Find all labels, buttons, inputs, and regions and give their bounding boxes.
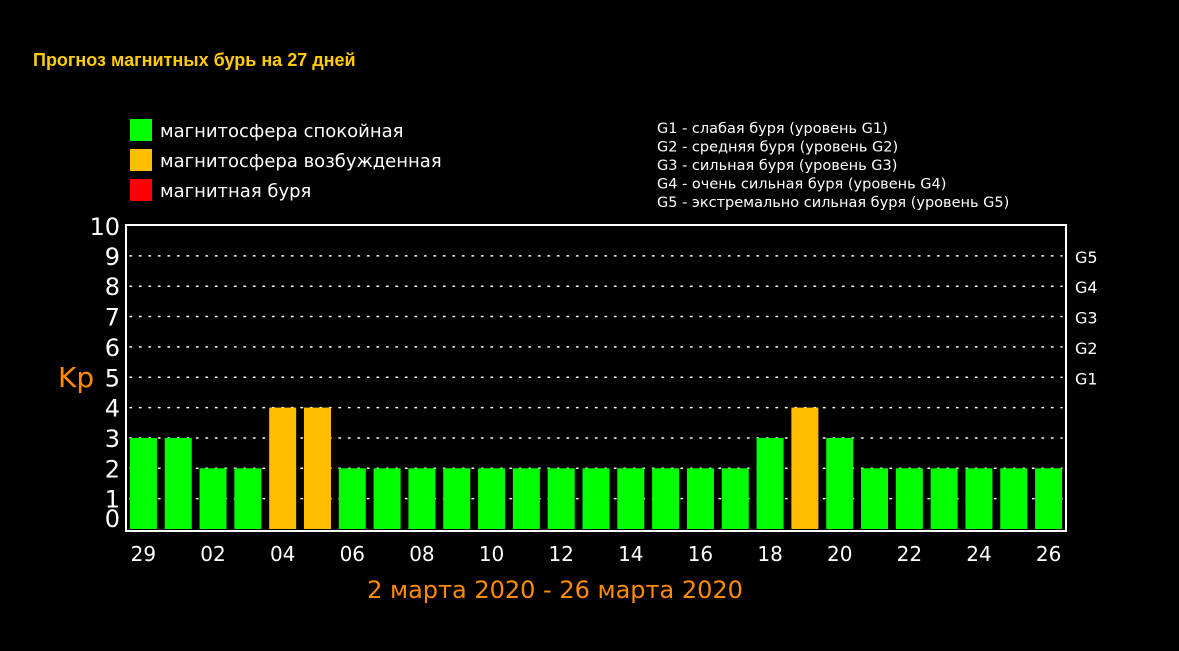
bar xyxy=(408,468,436,529)
bar xyxy=(303,407,331,529)
x-tick-label: 26 xyxy=(1036,542,1061,566)
x-tick-label: 18 xyxy=(757,542,782,566)
storm-legend-line: G4 - очень сильная буря (уровень G4) xyxy=(657,177,946,193)
bar xyxy=(652,468,680,529)
storm-legend-line: G5 - экстремально сильная буря (уровень … xyxy=(657,195,1009,211)
bar xyxy=(861,468,889,529)
bar xyxy=(478,468,506,529)
bar xyxy=(129,437,157,529)
x-tick-label: 02 xyxy=(200,542,225,566)
storm-level-label: G5 xyxy=(1075,248,1098,267)
x-tick-label: 14 xyxy=(618,542,643,566)
bar xyxy=(721,468,749,529)
plot-frame xyxy=(125,224,1067,532)
x-tick-label: 08 xyxy=(409,542,434,566)
chart-axes xyxy=(125,224,1067,532)
bar xyxy=(826,437,854,529)
y-tick-label: 1 xyxy=(105,486,120,514)
legend-label-storm: магнитная буря xyxy=(160,181,311,202)
x-tick-label: 10 xyxy=(479,542,504,566)
bar xyxy=(269,407,297,529)
x-tick-label: 12 xyxy=(548,542,573,566)
x-tick-labels: 29 02 04 06 08 10 12 14 16 18 20 22 24 26 xyxy=(131,542,1062,566)
storm-level-label: G4 xyxy=(1075,278,1098,297)
bar xyxy=(443,468,471,529)
bar xyxy=(512,468,540,529)
bar xyxy=(582,468,610,529)
storm-legend-line: G2 - средняя буря (уровень G2) xyxy=(657,140,898,156)
bar xyxy=(1000,468,1028,529)
bar xyxy=(965,468,993,529)
storm-legend-line: G1 - слабая буря (уровень G1) xyxy=(657,121,888,137)
bar xyxy=(373,468,401,529)
y-tick-label: 9 xyxy=(105,243,120,271)
storm-level-labels: G1 G2 G3 G4 G5 xyxy=(1075,248,1098,388)
legend-label-excited: магнитосфера возбужденная xyxy=(160,151,442,172)
bar xyxy=(756,437,784,529)
x-tick-label: 24 xyxy=(966,542,991,566)
legend-label-quiet: магнитосфера спокойная xyxy=(160,121,403,142)
y-tick-label: 7 xyxy=(105,304,120,332)
bar xyxy=(617,468,645,529)
bar xyxy=(199,468,227,529)
storm-level-label: G1 xyxy=(1075,369,1098,388)
y-tick-label: 5 xyxy=(105,364,120,392)
legend-swatch-storm xyxy=(130,179,152,201)
x-tick-label: 06 xyxy=(340,542,365,566)
x-tick-label: 29 xyxy=(131,542,156,566)
y-tick-label: 4 xyxy=(105,395,120,423)
y-tick-label: 2 xyxy=(105,455,120,483)
bar xyxy=(895,468,923,529)
storm-level-label: G2 xyxy=(1075,339,1098,358)
bar-series xyxy=(129,407,1063,529)
y-tick-label: 10 xyxy=(89,213,120,241)
page-title: Прогноз магнитных бурь на 27 дней xyxy=(33,50,356,70)
legend-swatch-excited xyxy=(130,149,152,171)
storm-level-label: G3 xyxy=(1075,309,1098,328)
y-tick-label: 8 xyxy=(105,273,120,301)
bar xyxy=(234,468,262,529)
bar xyxy=(686,468,714,529)
storm-legend-line: G3 - сильная буря (уровень G3) xyxy=(657,158,897,174)
bar xyxy=(338,468,366,529)
x-axis-label: 2 марта 2020 - 26 марта 2020 xyxy=(367,576,743,604)
y-tick-label: 6 xyxy=(105,334,120,362)
bar xyxy=(930,468,958,529)
y-tick-label: 3 xyxy=(105,425,120,453)
y-axis-label: Kp xyxy=(58,361,94,394)
bar xyxy=(164,437,192,529)
x-tick-label: 04 xyxy=(270,542,295,566)
y-tick-label: 0 xyxy=(105,505,120,533)
x-tick-label: 16 xyxy=(688,542,713,566)
bar xyxy=(547,468,575,529)
bar xyxy=(791,407,819,529)
storm-level-legend: G1 - слабая буря (уровень G1) G2 - средня… xyxy=(657,121,1009,211)
status-legend: магнитосфера спокойная магнитосфера возбу… xyxy=(130,119,442,202)
legend-swatch-quiet xyxy=(130,119,152,141)
x-tick-label: 20 xyxy=(827,542,852,566)
bar xyxy=(1035,468,1063,529)
x-tick-label: 22 xyxy=(897,542,922,566)
